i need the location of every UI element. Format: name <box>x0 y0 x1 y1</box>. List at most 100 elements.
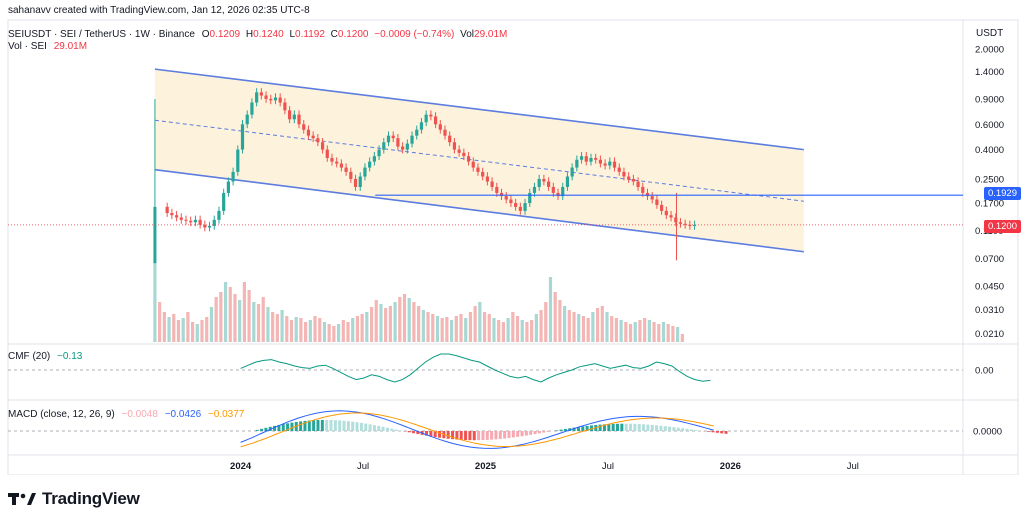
price-tick-label: 0.0700 <box>975 254 1004 265</box>
candle-body <box>509 199 513 204</box>
macd-signal-value: −0.0377 <box>207 409 245 420</box>
macd-histogram-bar <box>312 420 316 431</box>
volume-bar <box>511 312 515 342</box>
macd-histogram-bar <box>381 426 385 431</box>
macd-histogram-bar <box>299 421 303 431</box>
candle-body <box>372 156 376 162</box>
volume-bar <box>336 324 341 342</box>
channel-lower-line <box>154 168 804 253</box>
macd-histogram-bar <box>277 424 281 431</box>
volume-bar <box>459 314 463 342</box>
volume-bar <box>680 334 684 342</box>
candlesticks <box>153 88 697 264</box>
candle-body <box>391 135 395 139</box>
macd-signal-line <box>240 412 714 448</box>
macd-histogram-bar <box>715 431 719 433</box>
macd-histogram-value: −0.0048 <box>121 409 158 420</box>
volume-bar <box>435 316 440 342</box>
volume-bar <box>445 317 449 342</box>
volume-bar <box>275 314 279 342</box>
candle-body <box>683 223 687 225</box>
candle-body <box>433 116 438 125</box>
macd-histogram-bar <box>676 427 680 431</box>
volume-bar <box>572 312 576 342</box>
macd-histogram-bar <box>290 422 294 431</box>
axis-currency[interactable]: USDT <box>976 28 1004 39</box>
macd-histogram-bar <box>646 424 650 431</box>
candle-body <box>523 203 527 211</box>
volume-bar <box>242 282 246 342</box>
candle-body <box>311 135 315 139</box>
volume-bar <box>610 316 614 342</box>
macd-histogram-bar <box>368 424 372 431</box>
current-price-label: 0.1200 <box>983 220 1021 233</box>
volume-bar <box>233 294 237 342</box>
ohlc-high: H0.1240 <box>245 29 284 40</box>
macd-histogram-bar <box>411 431 415 434</box>
ohlc-low: L0.1192 <box>289 29 325 40</box>
candle-body <box>603 163 607 166</box>
candle-body <box>316 138 320 143</box>
volume-bar <box>464 318 468 342</box>
macd-histogram-bar <box>637 424 641 431</box>
candle-body <box>264 95 268 99</box>
candle-body <box>692 224 697 226</box>
price-tick-label: 2.0000 <box>975 45 1004 56</box>
volume-bar <box>266 307 270 342</box>
candle-body <box>353 178 358 187</box>
candle-body <box>405 143 409 150</box>
time-tick-label: 2026 <box>720 461 741 472</box>
volume-title[interactable]: Vol · SEI <box>8 41 47 52</box>
macd-histogram-bar <box>694 430 698 431</box>
volume-bar <box>544 302 548 342</box>
macd-histogram-bar <box>346 421 350 431</box>
macd-histogram-bar <box>537 431 541 434</box>
volume-bar <box>614 318 619 342</box>
volume-bar <box>417 306 421 342</box>
candle-body <box>645 192 650 197</box>
macd-histogram-bar <box>407 431 411 433</box>
candle-body <box>514 203 518 207</box>
candle-body <box>641 186 645 193</box>
macd-histogram-bar <box>438 431 442 438</box>
candle-body <box>429 114 433 117</box>
volume-bar <box>153 262 157 342</box>
macd-line-value: −0.0426 <box>164 409 202 420</box>
macd-histogram-bar <box>464 431 468 441</box>
macd-histogram-bar <box>642 424 646 431</box>
macd-histogram-bar <box>616 423 620 431</box>
candle-body <box>363 167 367 177</box>
volume-bar <box>393 302 397 342</box>
macd-histogram-bar <box>629 423 633 431</box>
volume-bar <box>666 324 670 342</box>
volume-bar <box>487 314 491 342</box>
volume-bar <box>158 302 162 342</box>
candle-body <box>631 178 635 182</box>
candle-body <box>528 192 532 204</box>
price-levels <box>8 194 963 226</box>
candle-body <box>518 206 522 211</box>
macd-histogram-bar <box>459 431 463 440</box>
macd-histogram-bar <box>451 431 455 440</box>
macd-tick-label: 0.0000 <box>973 427 1002 438</box>
volume-bar <box>431 314 435 342</box>
macd-title[interactable]: MACD (close, 12, 26, 9) <box>8 409 115 420</box>
volume-bar <box>501 322 505 342</box>
symbol-title[interactable]: SEIUSDT · SEI / TetherUS · 1W · Binance <box>8 29 195 40</box>
macd-histogram-bar <box>689 429 693 431</box>
tradingview-logo[interactable]: TradingView <box>8 489 140 509</box>
candle-body <box>655 199 659 205</box>
price-chart[interactable]: 2.0000 1.4000 0.9000 0.6000 0.4000 0.2500 0.17… <box>0 0 1024 475</box>
candle-body <box>438 124 442 130</box>
candle-body <box>358 176 362 187</box>
macd-histogram-bar <box>524 431 528 436</box>
candle-body <box>598 159 603 164</box>
price-change: −0.0009 (−0.74%) <box>374 29 455 40</box>
volume-bar <box>327 324 331 342</box>
price-tick-label: 0.4000 <box>975 145 1004 156</box>
volume-readout: Vol29.01M <box>460 29 508 40</box>
candle-body <box>368 161 372 168</box>
cmf-title[interactable]: CMF (20) <box>8 351 51 362</box>
candle-body <box>174 215 179 218</box>
volume-bar <box>200 320 204 342</box>
